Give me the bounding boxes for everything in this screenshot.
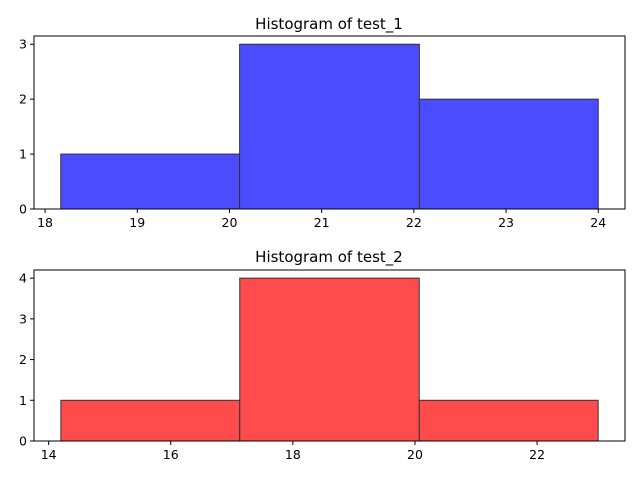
x-tick-label: 22: [529, 447, 545, 462]
histogram-test-2-panel: Histogram of test_2 14 16 18 20 22 0 1 2 3 4: [19, 248, 626, 462]
histogram-bar-0: [60, 399, 241, 442]
histogram-bar-0: [60, 153, 241, 210]
x-tick-label: 24: [590, 215, 606, 230]
y-tick-label: 1: [19, 147, 27, 162]
x-tick-label: 21: [314, 215, 330, 230]
x-tick-label: 14: [41, 447, 57, 462]
x-tick-label: 18: [285, 447, 301, 462]
y-tick-label: 0: [19, 434, 27, 449]
x-tick-label: 18: [37, 215, 53, 230]
y-tick-label: 4: [19, 271, 27, 286]
y-tick-label: 1: [19, 393, 27, 408]
histogram-bar-1: [239, 277, 420, 442]
y-axis: 0 1 2 3 4: [19, 271, 34, 449]
x-axis: 14 16 18 20 22: [41, 441, 545, 462]
x-tick-label: 23: [498, 215, 514, 230]
x-tick-label: 20: [222, 215, 238, 230]
plot-area: [33, 269, 626, 442]
y-tick-label: 0: [19, 202, 27, 217]
y-tick-label: 3: [19, 37, 27, 52]
y-axis: 0 1 2 3: [19, 37, 34, 217]
histogram-bar-1: [239, 43, 420, 210]
histogram-bar-2: [418, 98, 599, 210]
x-tick-label: 22: [406, 215, 422, 230]
x-tick-label: 20: [407, 447, 423, 462]
histogram-bar-2: [418, 399, 599, 442]
y-tick-label: 3: [19, 311, 27, 326]
y-tick-label: 2: [19, 352, 27, 367]
plot-area: [33, 35, 626, 210]
x-tick-label: 16: [163, 447, 179, 462]
x-axis: 18 19 20 21 22 23 24: [37, 209, 606, 230]
bars: [60, 277, 599, 442]
bars: [60, 43, 599, 210]
x-tick-label: 19: [129, 215, 145, 230]
chart-title: Histogram of test_1: [255, 15, 403, 34]
chart-title: Histogram of test_2: [255, 248, 403, 267]
y-tick-label: 2: [19, 92, 27, 107]
